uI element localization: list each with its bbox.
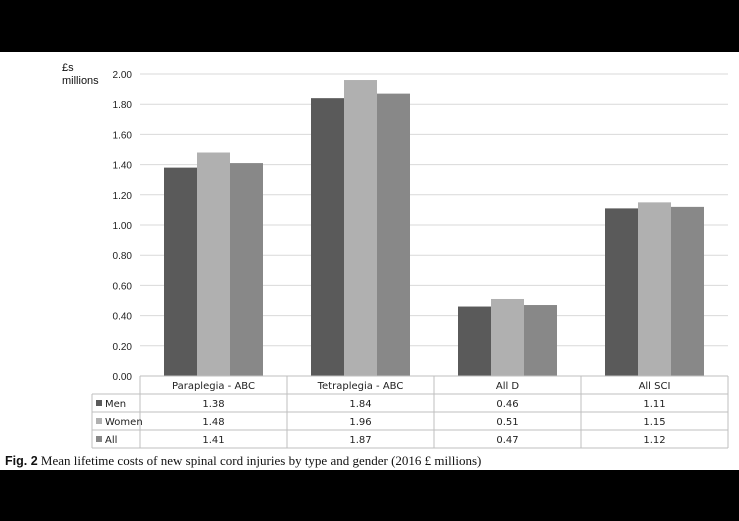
x-category-label: Tetraplegia - ABC <box>317 381 404 392</box>
data-label: 1.12 <box>643 435 665 446</box>
legend-swatch-women <box>96 418 102 424</box>
data-label: 0.46 <box>496 399 518 410</box>
data-label: 1.38 <box>202 399 224 410</box>
y-tick-label: 1.80 <box>113 100 133 111</box>
data-label: 0.47 <box>496 435 518 446</box>
bar-all-1 <box>230 163 263 376</box>
x-category-label: All D <box>496 381 520 392</box>
y-tick-label: 0.20 <box>113 342 133 353</box>
figure-caption-label: Fig. 2 <box>5 454 38 468</box>
legend-label-men: Men <box>105 399 126 410</box>
bar-men-4 <box>605 208 638 376</box>
x-category-label: Paraplegia - ABC <box>172 381 255 392</box>
y-tick-label: 2.00 <box>113 70 133 81</box>
bar-men-1 <box>164 167 197 376</box>
y-tick-label: 0.80 <box>113 251 133 262</box>
y-tick-label: 1.60 <box>113 130 133 141</box>
y-axis-label-line-2: millions <box>62 75 99 87</box>
x-category-label: All SCI <box>639 381 671 392</box>
bar-women-2 <box>344 80 377 376</box>
bar-all-2 <box>377 93 410 376</box>
data-label: 0.51 <box>496 417 518 428</box>
data-label: 1.48 <box>202 417 224 428</box>
bar-women-4 <box>638 202 671 376</box>
y-tick-label: 1.00 <box>113 221 133 232</box>
legend-label-women: Women <box>105 417 143 428</box>
figure-caption: Fig. 2 Mean lifetime costs of new spinal… <box>5 453 481 469</box>
y-axis-label-line-1: £s <box>62 62 74 74</box>
legend-label-all: All <box>105 435 117 446</box>
y-tick-label: 0.40 <box>113 312 133 323</box>
figure-caption-text: Mean lifetime costs of new spinal cord i… <box>40 453 482 468</box>
legend-swatch-all <box>96 436 102 442</box>
bar-women-1 <box>197 152 230 376</box>
data-label: 1.15 <box>643 417 665 428</box>
data-label: 1.84 <box>349 399 371 410</box>
data-label: 1.96 <box>349 417 371 428</box>
bar-all-4 <box>671 206 704 376</box>
y-tick-label: 0.60 <box>113 281 133 292</box>
bar-all-3 <box>524 305 557 376</box>
data-label: 1.87 <box>349 435 371 446</box>
y-tick-label: 0.00 <box>113 372 133 383</box>
data-label: 1.11 <box>643 399 665 410</box>
bar-men-2 <box>311 98 344 376</box>
bar-women-3 <box>491 298 524 376</box>
y-tick-label: 1.40 <box>113 161 133 172</box>
bar-men-3 <box>458 306 491 376</box>
data-label: 1.41 <box>202 435 224 446</box>
y-tick-label: 1.20 <box>113 191 133 202</box>
legend-swatch-men <box>96 400 102 406</box>
y-axis-label: £s millions <box>62 62 99 88</box>
